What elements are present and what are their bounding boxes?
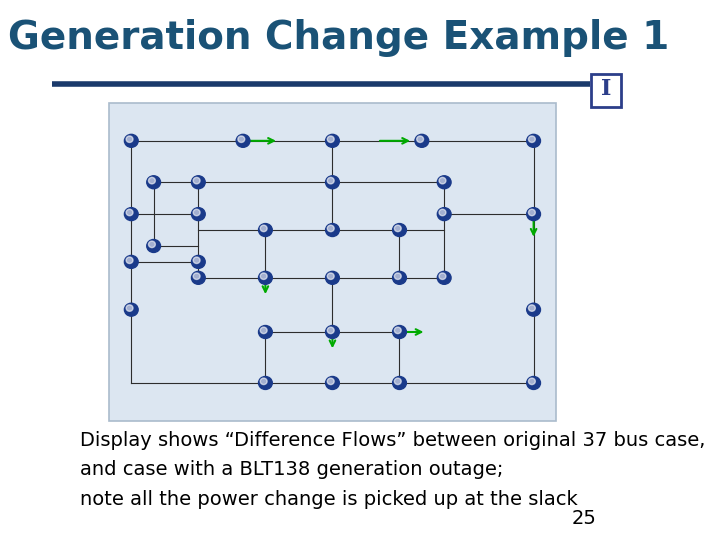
Circle shape bbox=[395, 327, 401, 334]
Circle shape bbox=[125, 207, 138, 220]
Text: 25: 25 bbox=[571, 509, 596, 528]
Circle shape bbox=[527, 376, 541, 389]
Circle shape bbox=[126, 305, 133, 311]
FancyBboxPatch shape bbox=[109, 103, 556, 421]
Circle shape bbox=[528, 305, 536, 311]
Circle shape bbox=[125, 255, 138, 268]
Circle shape bbox=[415, 134, 428, 147]
Circle shape bbox=[437, 176, 451, 189]
Circle shape bbox=[437, 271, 451, 284]
Circle shape bbox=[148, 177, 156, 184]
Circle shape bbox=[126, 257, 133, 264]
Circle shape bbox=[192, 255, 205, 268]
Circle shape bbox=[395, 273, 401, 280]
Circle shape bbox=[147, 240, 161, 253]
Circle shape bbox=[395, 225, 401, 232]
Circle shape bbox=[193, 257, 200, 264]
Circle shape bbox=[125, 303, 138, 316]
Circle shape bbox=[328, 177, 334, 184]
Circle shape bbox=[325, 271, 339, 284]
Circle shape bbox=[325, 376, 339, 389]
Circle shape bbox=[417, 136, 423, 143]
Circle shape bbox=[392, 326, 406, 339]
Circle shape bbox=[238, 136, 245, 143]
Circle shape bbox=[258, 224, 272, 237]
Circle shape bbox=[126, 209, 133, 215]
Circle shape bbox=[328, 273, 334, 280]
Circle shape bbox=[193, 177, 200, 184]
Circle shape bbox=[260, 327, 267, 334]
Circle shape bbox=[528, 136, 536, 143]
Circle shape bbox=[258, 271, 272, 284]
Circle shape bbox=[328, 327, 334, 334]
Circle shape bbox=[527, 303, 541, 316]
Circle shape bbox=[328, 136, 334, 143]
Circle shape bbox=[193, 209, 200, 215]
Text: and case with a BLT138 generation outage;: and case with a BLT138 generation outage… bbox=[81, 460, 504, 480]
Circle shape bbox=[192, 207, 205, 220]
Text: Display shows “Difference Flows” between original 37 bus case,: Display shows “Difference Flows” between… bbox=[81, 430, 706, 450]
Circle shape bbox=[258, 326, 272, 339]
Circle shape bbox=[147, 176, 161, 189]
Circle shape bbox=[527, 207, 541, 220]
Circle shape bbox=[437, 207, 451, 220]
Circle shape bbox=[439, 273, 446, 280]
Circle shape bbox=[192, 176, 205, 189]
Circle shape bbox=[236, 134, 250, 147]
Circle shape bbox=[528, 378, 536, 384]
Circle shape bbox=[258, 376, 272, 389]
Circle shape bbox=[126, 136, 133, 143]
Text: I: I bbox=[600, 78, 611, 100]
Circle shape bbox=[260, 273, 267, 280]
Circle shape bbox=[125, 134, 138, 147]
Circle shape bbox=[260, 225, 267, 232]
Text: note all the power change is picked up at the slack: note all the power change is picked up a… bbox=[81, 490, 578, 509]
Circle shape bbox=[192, 271, 205, 284]
Circle shape bbox=[439, 177, 446, 184]
Circle shape bbox=[392, 224, 406, 237]
Circle shape bbox=[260, 378, 267, 384]
Text: Generation Change Example 1: Generation Change Example 1 bbox=[7, 19, 669, 57]
Circle shape bbox=[325, 326, 339, 339]
Circle shape bbox=[439, 209, 446, 215]
Circle shape bbox=[528, 209, 536, 215]
Circle shape bbox=[527, 134, 541, 147]
Circle shape bbox=[325, 134, 339, 147]
Circle shape bbox=[325, 176, 339, 189]
Circle shape bbox=[325, 224, 339, 237]
FancyBboxPatch shape bbox=[592, 74, 621, 107]
Circle shape bbox=[328, 378, 334, 384]
Circle shape bbox=[148, 241, 156, 247]
Circle shape bbox=[395, 378, 401, 384]
Circle shape bbox=[328, 225, 334, 232]
Circle shape bbox=[193, 273, 200, 280]
Circle shape bbox=[392, 376, 406, 389]
Circle shape bbox=[392, 271, 406, 284]
